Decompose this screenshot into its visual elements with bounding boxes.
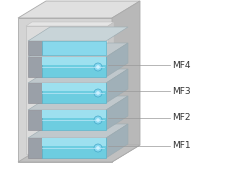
Polygon shape: [42, 110, 106, 130]
Polygon shape: [42, 57, 106, 77]
Polygon shape: [42, 83, 106, 91]
Polygon shape: [28, 83, 42, 103]
Polygon shape: [28, 110, 42, 130]
Polygon shape: [42, 41, 106, 55]
Polygon shape: [28, 43, 128, 57]
Polygon shape: [106, 124, 128, 158]
Polygon shape: [18, 18, 112, 162]
Polygon shape: [42, 110, 106, 118]
Polygon shape: [28, 41, 42, 55]
Polygon shape: [28, 124, 128, 138]
Polygon shape: [106, 69, 128, 103]
Circle shape: [96, 146, 100, 150]
Text: MF1: MF1: [172, 141, 191, 151]
Polygon shape: [18, 145, 140, 162]
Polygon shape: [26, 22, 114, 26]
Polygon shape: [112, 1, 140, 162]
Polygon shape: [106, 43, 128, 77]
Polygon shape: [18, 1, 140, 18]
Circle shape: [96, 118, 100, 122]
Polygon shape: [28, 96, 128, 110]
Polygon shape: [26, 26, 108, 154]
Circle shape: [94, 116, 102, 124]
Polygon shape: [106, 96, 128, 130]
Polygon shape: [42, 138, 106, 146]
Polygon shape: [42, 57, 106, 65]
Polygon shape: [108, 22, 114, 154]
Circle shape: [96, 91, 100, 95]
Circle shape: [96, 65, 100, 69]
Polygon shape: [28, 69, 128, 83]
Circle shape: [94, 144, 102, 152]
Text: MF3: MF3: [172, 86, 191, 96]
Polygon shape: [28, 138, 42, 158]
Polygon shape: [42, 83, 106, 103]
Polygon shape: [28, 27, 128, 41]
Polygon shape: [28, 57, 42, 77]
Text: MF4: MF4: [172, 60, 191, 70]
Circle shape: [94, 63, 102, 71]
Polygon shape: [42, 138, 106, 158]
Text: MF2: MF2: [172, 114, 191, 122]
Circle shape: [94, 89, 102, 97]
